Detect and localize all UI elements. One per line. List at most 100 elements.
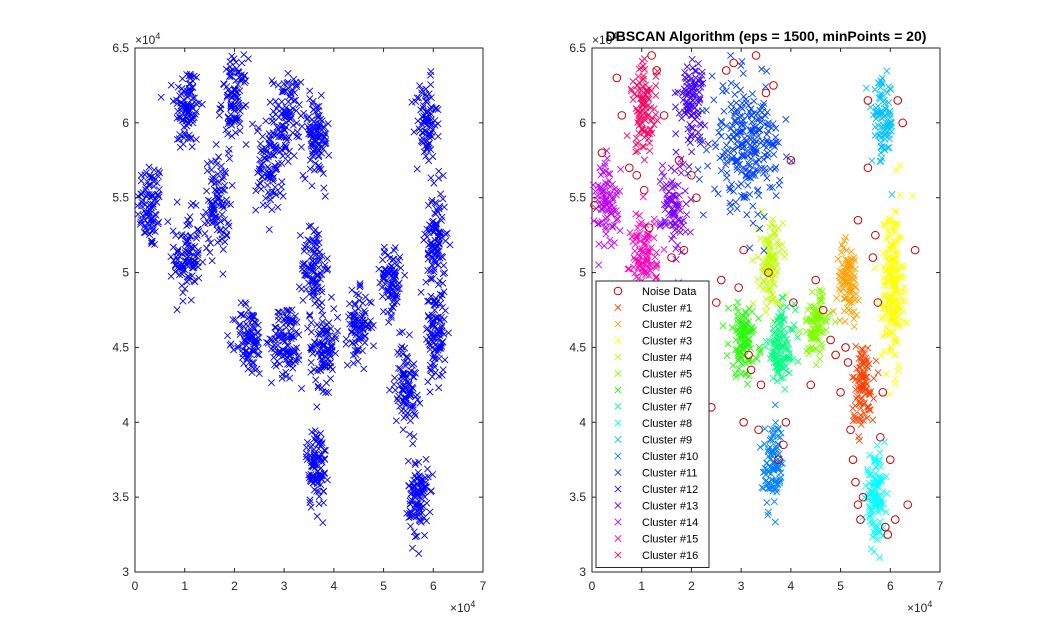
data-point <box>430 301 438 309</box>
cluster-point <box>736 113 744 121</box>
cluster-point <box>626 229 634 237</box>
noise-point <box>883 530 893 539</box>
data-point <box>227 103 235 111</box>
data-point <box>265 225 273 233</box>
data-point <box>427 275 435 283</box>
data-point <box>299 171 307 179</box>
data-point <box>423 465 431 473</box>
data-point <box>242 348 250 356</box>
cluster-point <box>763 67 771 75</box>
cluster-point <box>624 265 632 273</box>
cluster-point <box>637 269 645 277</box>
cluster-point <box>732 369 740 377</box>
cluster-point <box>761 440 769 448</box>
cluster-point <box>880 222 888 230</box>
noise-point <box>674 155 684 165</box>
cluster-point <box>900 317 908 325</box>
data-point <box>318 451 326 459</box>
data-point <box>236 127 244 135</box>
data-point <box>150 166 158 174</box>
data-point <box>268 188 276 196</box>
noise-point <box>734 283 743 292</box>
cluster-point <box>817 296 825 304</box>
cluster-point <box>745 134 753 142</box>
cluster-point <box>766 245 774 253</box>
data-point <box>223 196 231 204</box>
data-point <box>423 517 431 525</box>
cluster-point <box>866 513 874 521</box>
cluster-point <box>699 211 707 219</box>
data-point <box>323 329 331 337</box>
data-point <box>151 210 159 218</box>
data-point <box>213 196 221 204</box>
cluster-point <box>894 288 902 296</box>
cluster-point <box>695 88 703 96</box>
cluster-point <box>891 337 899 345</box>
cluster-point <box>795 327 803 336</box>
data-point <box>427 198 436 206</box>
cluster-point <box>871 264 879 272</box>
cluster-point <box>777 374 785 382</box>
cluster-point <box>882 370 890 378</box>
data-point <box>342 340 350 348</box>
cluster-point <box>738 57 746 66</box>
cluster-point <box>640 156 648 164</box>
data-point <box>427 94 435 102</box>
cluster-point <box>734 157 742 166</box>
data-point <box>302 271 310 279</box>
cluster-point <box>672 245 680 253</box>
cluster-point <box>597 186 605 194</box>
cluster-point <box>767 450 775 459</box>
cluster-point <box>893 321 901 329</box>
data-point <box>420 148 428 156</box>
cluster-point <box>675 109 683 117</box>
data-point <box>423 233 431 241</box>
data-point <box>366 317 374 325</box>
data-point <box>426 130 434 138</box>
cluster-point <box>738 315 746 323</box>
cluster-point <box>759 468 768 476</box>
data-point <box>184 272 192 280</box>
data-point <box>427 267 435 275</box>
data-point <box>422 483 430 491</box>
data-point <box>244 329 253 337</box>
legend-marker <box>614 353 622 361</box>
cluster-point <box>875 528 883 536</box>
cluster-point <box>766 183 774 191</box>
cluster-point <box>722 122 730 130</box>
cluster-point <box>746 108 754 116</box>
data-point <box>355 291 363 299</box>
cluster-point <box>850 308 858 316</box>
cluster-point <box>883 330 891 338</box>
cluster-point <box>891 254 899 262</box>
cluster-point <box>690 85 698 93</box>
data-point <box>145 208 153 216</box>
cluster-point <box>887 346 895 354</box>
cluster-point <box>685 72 693 80</box>
cluster-point <box>856 364 864 372</box>
cluster-point <box>877 149 885 157</box>
data-point <box>324 265 332 273</box>
data-point <box>436 277 444 285</box>
cluster-point <box>632 105 640 113</box>
data-point <box>307 344 315 352</box>
data-point <box>423 144 431 152</box>
cluster-point <box>726 199 734 207</box>
cluster-point <box>838 241 846 249</box>
cluster-point <box>875 111 883 119</box>
noise-point <box>756 380 766 390</box>
data-point <box>382 265 390 273</box>
data-point <box>189 258 197 266</box>
cluster-point <box>727 79 735 87</box>
cluster-point <box>808 288 816 296</box>
data-point <box>356 280 364 288</box>
data-point <box>352 331 360 339</box>
cluster-point <box>909 192 917 200</box>
data-point <box>209 173 217 181</box>
data-point <box>234 96 242 104</box>
data-point <box>421 493 429 501</box>
cluster-point <box>782 115 790 123</box>
cluster-point <box>755 191 763 200</box>
data-point <box>386 386 394 394</box>
